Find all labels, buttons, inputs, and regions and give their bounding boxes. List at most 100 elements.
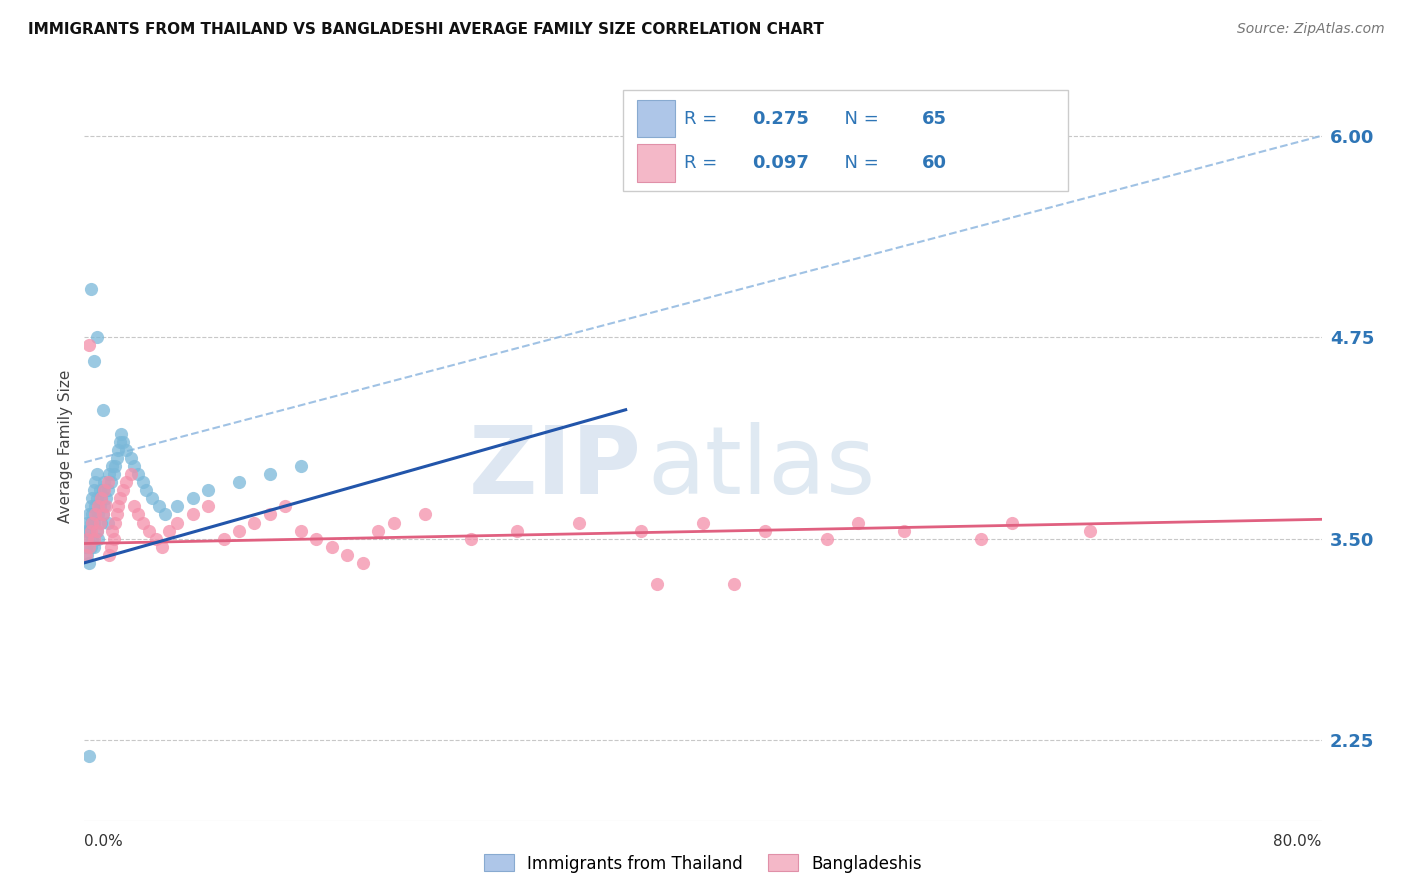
Point xyxy=(970,532,993,546)
Point xyxy=(82,516,104,530)
Point xyxy=(568,516,591,530)
Point xyxy=(83,354,105,368)
FancyBboxPatch shape xyxy=(623,90,1069,191)
Point xyxy=(89,483,111,498)
Text: N =: N = xyxy=(832,153,884,172)
Point xyxy=(1001,516,1024,530)
Point xyxy=(132,516,155,530)
Point xyxy=(145,532,167,546)
Point xyxy=(290,459,312,474)
Point xyxy=(105,451,128,466)
Point xyxy=(413,508,436,522)
Point xyxy=(93,483,115,498)
Point xyxy=(104,459,127,474)
Point xyxy=(103,467,125,482)
Point xyxy=(87,500,110,514)
Point xyxy=(259,508,281,522)
Point xyxy=(115,443,138,458)
Point xyxy=(84,475,107,490)
Text: 80.0%: 80.0% xyxy=(1274,833,1322,848)
Point xyxy=(228,475,250,490)
Point xyxy=(94,491,117,506)
Point xyxy=(86,524,108,538)
Point xyxy=(75,548,97,562)
Point xyxy=(108,434,131,449)
Point xyxy=(110,426,132,441)
Point xyxy=(82,532,104,546)
Point xyxy=(122,459,145,474)
Y-axis label: Average Family Size: Average Family Size xyxy=(58,369,73,523)
Point xyxy=(181,491,204,506)
FancyBboxPatch shape xyxy=(637,144,675,181)
Point xyxy=(91,402,114,417)
Point xyxy=(77,508,100,522)
Text: 0.0%: 0.0% xyxy=(84,833,124,848)
Point xyxy=(1078,524,1101,538)
Point xyxy=(754,524,776,538)
Point xyxy=(166,500,188,514)
Point xyxy=(150,540,173,554)
Point xyxy=(83,516,105,530)
Point xyxy=(630,524,652,538)
Point xyxy=(122,500,145,514)
Point xyxy=(290,524,312,538)
Point xyxy=(96,475,118,490)
Point xyxy=(846,516,869,530)
Point xyxy=(197,483,219,498)
Point xyxy=(86,491,108,506)
Point xyxy=(77,338,100,352)
Text: atlas: atlas xyxy=(647,423,876,515)
Point xyxy=(120,451,142,466)
Point xyxy=(91,508,114,522)
Point xyxy=(79,524,101,538)
Point xyxy=(259,467,281,482)
Point xyxy=(91,483,114,498)
Point xyxy=(367,524,389,538)
Point xyxy=(382,516,405,530)
FancyBboxPatch shape xyxy=(637,100,675,137)
Legend: Immigrants from Thailand, Bangladeshis: Immigrants from Thailand, Bangladeshis xyxy=(477,847,929,880)
Point xyxy=(100,540,122,554)
Point xyxy=(98,548,121,562)
Text: R =: R = xyxy=(685,110,724,128)
Point xyxy=(90,516,112,530)
Point xyxy=(166,516,188,530)
Point xyxy=(115,475,138,490)
Text: 0.275: 0.275 xyxy=(752,110,810,128)
Point xyxy=(93,475,115,490)
Point xyxy=(86,330,108,344)
Point xyxy=(84,508,107,522)
Text: 60: 60 xyxy=(922,153,948,172)
Point xyxy=(76,532,98,546)
Point xyxy=(135,483,157,498)
Point xyxy=(87,508,110,522)
Point xyxy=(138,524,160,538)
Point xyxy=(153,508,176,522)
Point xyxy=(645,576,668,591)
Point xyxy=(107,500,129,514)
Point xyxy=(91,508,114,522)
Point xyxy=(112,434,135,449)
Text: N =: N = xyxy=(832,110,884,128)
Point xyxy=(94,500,117,514)
Point xyxy=(100,475,122,490)
Point xyxy=(104,516,127,530)
Point xyxy=(108,491,131,506)
Point xyxy=(506,524,529,538)
Point xyxy=(105,508,128,522)
Point xyxy=(83,532,105,546)
Point xyxy=(75,540,97,554)
Point xyxy=(148,500,170,514)
Point xyxy=(893,524,915,538)
Point xyxy=(89,516,111,530)
Point xyxy=(101,459,124,474)
Point xyxy=(336,548,359,562)
Point xyxy=(181,508,204,522)
Text: R =: R = xyxy=(685,153,724,172)
Point xyxy=(76,516,98,530)
Point xyxy=(212,532,235,546)
Point xyxy=(86,467,108,482)
Point xyxy=(93,500,115,514)
Point xyxy=(120,467,142,482)
Point xyxy=(103,532,125,546)
